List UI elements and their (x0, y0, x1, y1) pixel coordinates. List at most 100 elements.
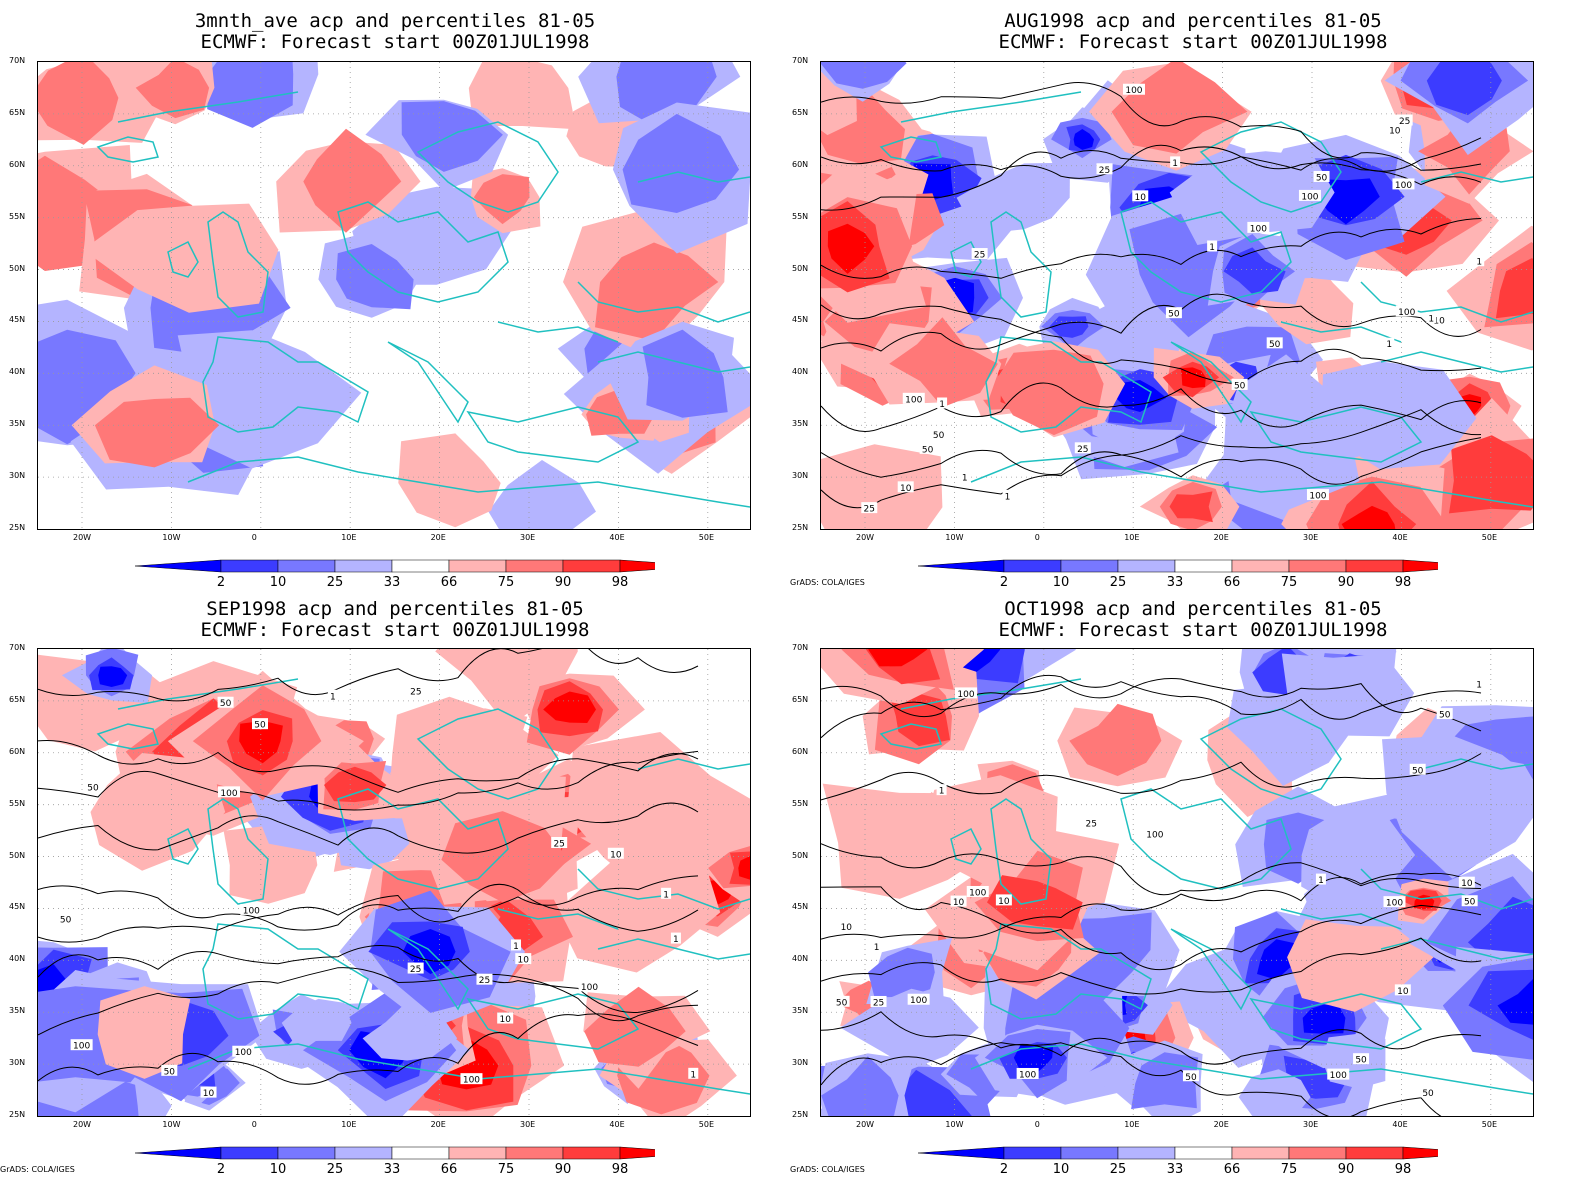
svg-text:1: 1 (874, 943, 880, 953)
contour-label: 50 (1266, 337, 1283, 350)
legend-swatch (1117, 1146, 1176, 1160)
svg-text:100: 100 (581, 983, 598, 993)
legend-label: 98 (611, 575, 629, 590)
lat-tick-label: 70N (792, 56, 809, 65)
lat-tick-label: 30N (792, 471, 809, 481)
lon-tick-label: 30E (520, 1120, 536, 1129)
lon-tick-label: 50E (698, 533, 715, 542)
lon-tick-label: 20W (73, 1120, 92, 1129)
svg-text:50: 50 (1316, 173, 1328, 183)
svg-text:10: 10 (518, 956, 530, 966)
svg-text:1: 1 (673, 935, 679, 945)
contour-label: 10 (838, 920, 855, 933)
legend-label: 90 (554, 575, 572, 590)
legend-swatch (1345, 559, 1404, 573)
panel-title-line2: ECMWF: Forecast start 00Z01JUL1998 (200, 619, 590, 641)
legend-label: 25 (326, 1162, 344, 1177)
svg-text:100: 100 (1386, 899, 1403, 909)
svg-text:100: 100 (1309, 492, 1326, 502)
contour-label: 10 (515, 953, 532, 966)
legend-label: 10 (269, 575, 287, 590)
lon-tick-label: 20E (430, 1120, 446, 1129)
lat-tick-label: 25N (792, 523, 809, 532)
lat-tick-label: 70N (9, 56, 26, 65)
lat-tick-label: 45N (9, 902, 26, 912)
legend-label: 2 (999, 575, 1009, 590)
svg-text:25: 25 (479, 976, 490, 986)
lon-tick-label: 10E (341, 1120, 357, 1129)
svg-text:100: 100 (1398, 308, 1415, 318)
lon-tick-label: 50E (698, 1120, 715, 1129)
lon-tick-label: 20E (1213, 1120, 1229, 1129)
contour-label: 50 (930, 428, 947, 441)
lon-tick-label: 40E (1392, 1120, 1408, 1129)
svg-text:1: 1 (939, 400, 945, 410)
legend-swatch (1174, 559, 1233, 573)
svg-text:100: 100 (1330, 1071, 1347, 1081)
lat-tick-label: 30N (9, 471, 26, 481)
legend-swatch (619, 1146, 706, 1160)
svg-text:50: 50 (1185, 1073, 1197, 1083)
legend-swatch (277, 559, 336, 573)
map-area (37, 61, 751, 530)
contour-label: 100 (966, 885, 989, 898)
legend-label: 98 (611, 1162, 629, 1177)
legend-swatch (220, 559, 279, 573)
lat-tick-label: 40N (9, 954, 26, 964)
svg-text:1: 1 (1476, 258, 1482, 268)
lat-tick-label: 45N (792, 315, 809, 325)
lat-tick-label: 30N (792, 1058, 809, 1068)
contour-label: 100 (70, 1039, 93, 1052)
legend-swatch (1231, 1146, 1290, 1160)
contour-label: 10 (200, 1086, 217, 1099)
legend-label: 90 (1337, 575, 1355, 590)
contour-label: 50 (217, 696, 234, 709)
lon-tick-label: 20W (856, 533, 875, 542)
contour-label: 1 (1315, 873, 1326, 886)
legend-swatch (917, 1146, 1005, 1160)
grads-credit: GrADS: COLA/IGES (790, 578, 865, 587)
contour-label: 1 (871, 940, 882, 953)
svg-text:10: 10 (953, 898, 965, 908)
svg-text:10: 10 (499, 1015, 511, 1025)
lat-tick-label: 55N (9, 211, 26, 221)
lon-tick-label: 30E (1303, 533, 1319, 542)
svg-text:10: 10 (1389, 127, 1401, 137)
lon-tick-label: 40E (609, 1120, 625, 1129)
panel-title-line2: ECMWF: Forecast start 00Z01JUL1998 (200, 31, 590, 53)
panel-title-line2: ECMWF: Forecast start 00Z01JUL1998 (998, 619, 1388, 641)
legend-swatch (1231, 559, 1290, 573)
legend-label: 33 (383, 1162, 401, 1177)
svg-text:25: 25 (873, 998, 884, 1008)
lon-tick-label: 20W (856, 1120, 875, 1129)
legend-label: 75 (1280, 1162, 1298, 1177)
legend-swatch (619, 559, 706, 573)
contour-label: 100 (1143, 828, 1166, 841)
legend-swatch (562, 1146, 621, 1160)
contour-label: 50 (1231, 378, 1248, 391)
contour-label: 100 (1392, 178, 1415, 191)
legend-swatch (505, 559, 564, 573)
svg-text:25: 25 (1086, 820, 1097, 830)
svg-text:1: 1 (663, 890, 669, 900)
legend-swatch (391, 559, 450, 573)
legend-colorbar: 2 10 25 33 66 75 90 98 (134, 1146, 706, 1180)
lat-tick-label: 25N (792, 1110, 809, 1119)
contour-label: 50 (252, 718, 269, 731)
contour-label: 10 (1394, 984, 1411, 997)
map-area: 100 100 100 50 100 50 100 100 100 50 50 50 50 50 25 25 1… (820, 648, 1534, 1117)
lat-tick-label: 65N (792, 694, 809, 704)
lat-tick-label: 55N (792, 798, 809, 808)
contour-label: 25 (861, 502, 878, 515)
contour-label: 10 (497, 1012, 514, 1025)
lat-tick-label: 55N (9, 798, 26, 808)
legend-label: 2 (216, 1162, 226, 1177)
contour-label: 10 (1431, 314, 1448, 327)
contour-label: 50 (1182, 1070, 1199, 1083)
svg-text:1: 1 (1386, 340, 1392, 350)
legend-swatch (1402, 559, 1489, 573)
lon-tick-label: 0 (1034, 1120, 1040, 1129)
legend-label: 75 (1280, 575, 1298, 590)
panel-title-line1: SEP1998 acp and percentiles 81-05 (206, 598, 584, 620)
svg-text:25: 25 (974, 251, 985, 261)
